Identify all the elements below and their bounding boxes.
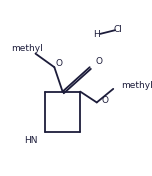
Text: O: O bbox=[102, 96, 109, 105]
Text: methyl: methyl bbox=[121, 81, 152, 90]
Text: H: H bbox=[93, 30, 100, 39]
Text: methyl: methyl bbox=[11, 44, 43, 53]
Text: HN: HN bbox=[24, 136, 38, 145]
Text: O: O bbox=[96, 57, 103, 66]
Text: O: O bbox=[55, 59, 63, 68]
Text: Cl: Cl bbox=[114, 25, 122, 34]
